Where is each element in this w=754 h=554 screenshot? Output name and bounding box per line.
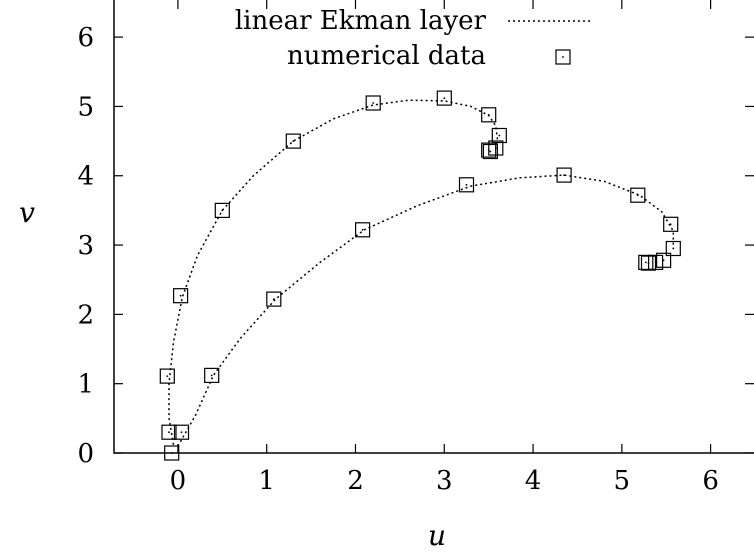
ekman-curve-1 [177, 174, 675, 447]
data-point-dot [166, 375, 169, 377]
data-point-dot [170, 452, 173, 454]
x-tick-label: 2 [347, 466, 364, 496]
data-point-19 [630, 187, 646, 203]
data-point-dot [487, 113, 490, 116]
data-point-dot [498, 134, 501, 137]
data-point-3 [159, 368, 175, 384]
data-point-square [482, 143, 498, 160]
ticks: 0 1 2 3 4 5 6 0 1 2 3 4 5 6 [77, 0, 754, 496]
data-point-square [214, 202, 230, 218]
data-point-dot [168, 431, 170, 434]
data-point-13 [481, 142, 497, 158]
data-point-square [436, 90, 452, 106]
data-point-dot [210, 374, 213, 377]
x-tick-label: 6 [702, 466, 719, 496]
points [159, 90, 681, 461]
data-point-dot [644, 261, 647, 264]
data-point-dot [179, 294, 182, 297]
ekman-curve-0 [168, 99, 499, 445]
data-point-square [665, 240, 681, 257]
data-point-dot [272, 298, 275, 300]
legend-label-linear: linear Ekman layer [235, 6, 487, 36]
y-tick-label: 2 [77, 300, 94, 330]
data-point-dot [636, 194, 639, 197]
data-point-square [285, 133, 301, 149]
data-point-square [173, 424, 190, 440]
data-point-square [161, 424, 177, 440]
y-tick-label: 5 [77, 92, 94, 122]
data-point-dot [465, 183, 468, 186]
data-point-dot [563, 174, 565, 177]
data-point-20 [663, 216, 679, 232]
data-point-25 [638, 254, 654, 270]
y-tick-label: 0 [77, 439, 94, 469]
data-point-square [640, 255, 657, 271]
data-point-square [663, 216, 679, 232]
data-point-1 [161, 424, 177, 440]
data-point-14 [204, 367, 220, 383]
data-point-square [481, 142, 497, 158]
data-point-square [630, 187, 646, 203]
data-point-0 [164, 445, 180, 461]
data-point-dot [672, 247, 675, 250]
y-tick-label: 1 [77, 370, 94, 400]
x-tick-label: 3 [436, 466, 453, 496]
data-point-square [164, 445, 180, 461]
data-point-dot [292, 140, 295, 143]
data-point-9 [481, 107, 497, 123]
data-point-17 [458, 177, 475, 193]
data-point-square [458, 177, 475, 193]
y-axis-label: v [19, 196, 35, 229]
data-point-15 [266, 291, 282, 307]
x-tick-label: 0 [170, 466, 187, 496]
y-tick-label: 6 [77, 23, 94, 53]
data-point-square [365, 95, 381, 111]
y-tick-label: 3 [77, 231, 94, 261]
data-point-square [556, 167, 572, 183]
curves [168, 99, 675, 447]
x-tick-label: 4 [525, 466, 542, 496]
data-point-dot [372, 102, 375, 104]
data-point-square [481, 107, 497, 123]
x-axis-label: u [428, 519, 446, 552]
plot-frame [113, 0, 754, 454]
data-point-2 [173, 424, 190, 440]
y-tick-label: 4 [77, 162, 94, 192]
data-point-21 [665, 240, 681, 257]
data-point-dot [647, 262, 650, 264]
data-point-7 [365, 95, 381, 111]
data-point-square [655, 252, 672, 268]
data-point-18 [556, 167, 572, 183]
data-point-square [491, 127, 507, 144]
data-point-10 [491, 127, 507, 144]
data-point-square [173, 288, 189, 304]
data-point-dot [669, 223, 672, 226]
x-tick-label: 1 [258, 466, 275, 496]
data-point-dot [443, 97, 446, 99]
data-point-24 [640, 255, 657, 271]
data-point-5 [214, 202, 230, 218]
data-point-6 [285, 133, 301, 149]
data-point-square [159, 368, 175, 384]
data-point-dot [487, 149, 490, 152]
x-tick-label: 5 [614, 466, 631, 496]
data-point-16 [355, 222, 371, 238]
data-point-dot [489, 150, 492, 153]
legend: linear Ekman layer numerical data [235, 6, 592, 71]
legend-square-sample [555, 49, 571, 65]
data-point-4 [173, 288, 189, 304]
legend-label-numerical: numerical data [287, 41, 486, 71]
data-point-dot [180, 431, 183, 434]
data-point-square [355, 222, 371, 238]
data-point-dot [221, 209, 224, 212]
data-point-square [638, 254, 654, 270]
legend-square-dot [562, 56, 564, 58]
data-point-dot [361, 228, 364, 231]
data-point-square [266, 291, 282, 307]
data-point-square [204, 367, 220, 383]
data-point-8 [436, 90, 452, 106]
data-point-12 [482, 143, 498, 160]
